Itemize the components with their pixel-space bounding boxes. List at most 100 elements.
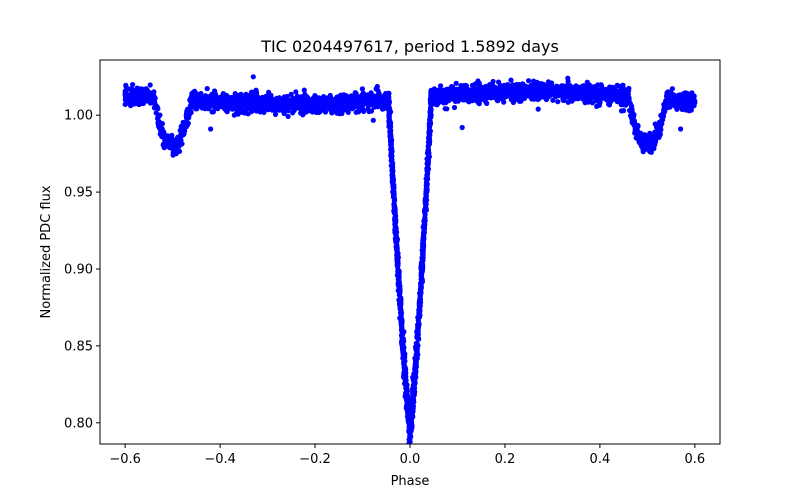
data-point	[531, 78, 537, 84]
data-point	[272, 111, 279, 117]
data-point	[348, 104, 354, 110]
outlier-point	[359, 106, 366, 112]
data-point	[414, 341, 420, 347]
data-point	[249, 103, 255, 109]
data-point	[366, 102, 372, 108]
data-point	[458, 90, 464, 97]
data-point	[157, 120, 163, 127]
data-point	[453, 80, 459, 86]
data-point	[432, 100, 438, 106]
data-point	[509, 97, 515, 103]
data-point	[531, 86, 537, 92]
data-point	[465, 93, 471, 99]
data-point	[392, 224, 399, 231]
data-point	[232, 91, 238, 97]
data-point	[419, 256, 425, 262]
data-point	[397, 306, 403, 312]
data-point	[398, 302, 404, 308]
data-point	[604, 92, 610, 98]
data-point	[610, 86, 617, 92]
data-point	[392, 218, 399, 224]
data-point	[648, 135, 654, 141]
data-point	[386, 104, 392, 110]
data-point	[336, 101, 342, 107]
data-point	[341, 99, 347, 105]
data-point	[171, 146, 177, 152]
data-point	[198, 90, 204, 97]
data-point	[664, 97, 670, 103]
data-point	[395, 282, 401, 288]
data-point	[316, 100, 322, 106]
data-point	[390, 191, 397, 197]
data-point	[689, 104, 695, 110]
data-point	[417, 291, 423, 297]
data-point	[424, 183, 430, 189]
outlier-point	[678, 126, 684, 132]
data-point	[348, 97, 354, 103]
data-point	[593, 89, 599, 95]
data-point	[422, 207, 428, 213]
data-point	[506, 85, 512, 91]
data-point	[483, 88, 489, 94]
data-point	[355, 101, 361, 107]
outlier-point	[250, 74, 256, 80]
data-point	[134, 85, 140, 91]
data-point	[286, 98, 292, 105]
data-point	[185, 115, 191, 121]
data-point	[185, 120, 191, 126]
data-point	[174, 142, 181, 148]
x-tick-label: 0.4	[590, 452, 611, 467]
data-point	[213, 96, 219, 103]
data-point	[598, 82, 604, 88]
data-point	[691, 96, 697, 102]
data-point	[309, 109, 316, 115]
data-point	[129, 86, 135, 92]
data-point	[146, 97, 152, 103]
x-axis: −0.6 −0.4 −0.2 0.0 0.2 0.4 0.6	[109, 444, 705, 467]
data-point	[635, 131, 641, 137]
data-point	[436, 87, 443, 93]
data-point	[360, 90, 366, 96]
data-point	[408, 419, 414, 425]
data-point	[192, 99, 198, 105]
data-point	[396, 297, 402, 303]
data-point	[420, 244, 426, 250]
data-point	[606, 102, 613, 108]
data-point	[584, 79, 590, 85]
data-point	[543, 96, 550, 103]
data-point	[542, 87, 548, 93]
data-point	[416, 299, 423, 306]
data-point	[304, 94, 310, 100]
data-point	[290, 110, 296, 116]
data-point	[123, 83, 129, 90]
data-point	[635, 122, 641, 129]
data-point	[549, 87, 555, 93]
data-point	[656, 119, 663, 125]
x-tick-label: −0.6	[109, 452, 141, 467]
data-point	[176, 148, 183, 154]
data-point	[538, 94, 545, 100]
data-point	[488, 85, 494, 91]
data-point	[496, 86, 502, 92]
data-point	[413, 352, 420, 359]
data-point	[641, 137, 647, 143]
data-point	[327, 99, 333, 105]
data-point	[427, 96, 433, 102]
data-point	[576, 95, 582, 101]
data-point	[153, 110, 159, 116]
data-point	[651, 145, 657, 152]
data-point	[144, 91, 150, 97]
data-point	[565, 75, 571, 81]
data-point	[397, 288, 403, 294]
x-tick-label: 0.0	[400, 452, 421, 467]
data-point	[401, 358, 407, 364]
data-point	[599, 93, 605, 99]
data-point	[471, 94, 478, 100]
data-point	[187, 108, 193, 114]
data-point	[426, 125, 432, 131]
data-point	[404, 389, 410, 395]
data-point	[415, 317, 421, 323]
data-point	[300, 102, 306, 108]
data-point	[424, 175, 430, 181]
data-point	[684, 97, 691, 103]
